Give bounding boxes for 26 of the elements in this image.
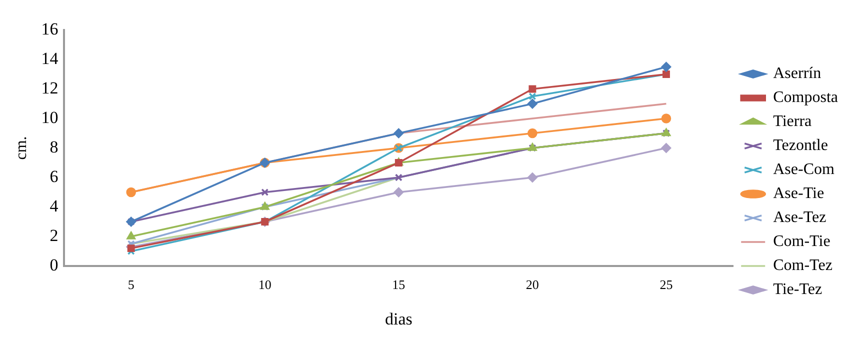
- legend-label: Com-Tez: [773, 257, 832, 274]
- y-tick-label: 16: [41, 19, 58, 38]
- y-axis-title: cm.: [12, 136, 30, 160]
- y-tick-label: 6: [50, 166, 58, 186]
- x-tick-label: 15: [392, 277, 406, 292]
- x-tick-label: 20: [526, 277, 539, 292]
- y-tick-label: 14: [41, 48, 59, 68]
- x-axis-title: dias: [384, 309, 412, 328]
- legend-label: Tezontle: [773, 137, 828, 154]
- legend-label: Ase-Tez: [773, 209, 826, 226]
- x-tick-label: 10: [258, 277, 272, 292]
- legend-label: Ase-Tie: [773, 185, 824, 202]
- x-tick-label: 5: [128, 277, 134, 292]
- legend-label: Com-Tie: [773, 233, 830, 250]
- legend-label: Composta: [773, 89, 838, 106]
- y-tick-label: 0: [50, 255, 58, 274]
- legend-label: Tierra: [773, 113, 812, 130]
- x-tick-label: 25: [660, 277, 673, 292]
- y-tick-label: 4: [50, 196, 59, 216]
- legend-label: Aserrín: [773, 65, 822, 82]
- y-tick-label: 10: [41, 108, 58, 127]
- legend-label: Ase-Com: [773, 161, 835, 178]
- legend-label: Tie-Tez: [773, 281, 822, 298]
- y-tick-label: 12: [41, 78, 58, 98]
- y-tick-label: 8: [50, 137, 58, 156]
- y-tick-label: 2: [50, 226, 58, 245]
